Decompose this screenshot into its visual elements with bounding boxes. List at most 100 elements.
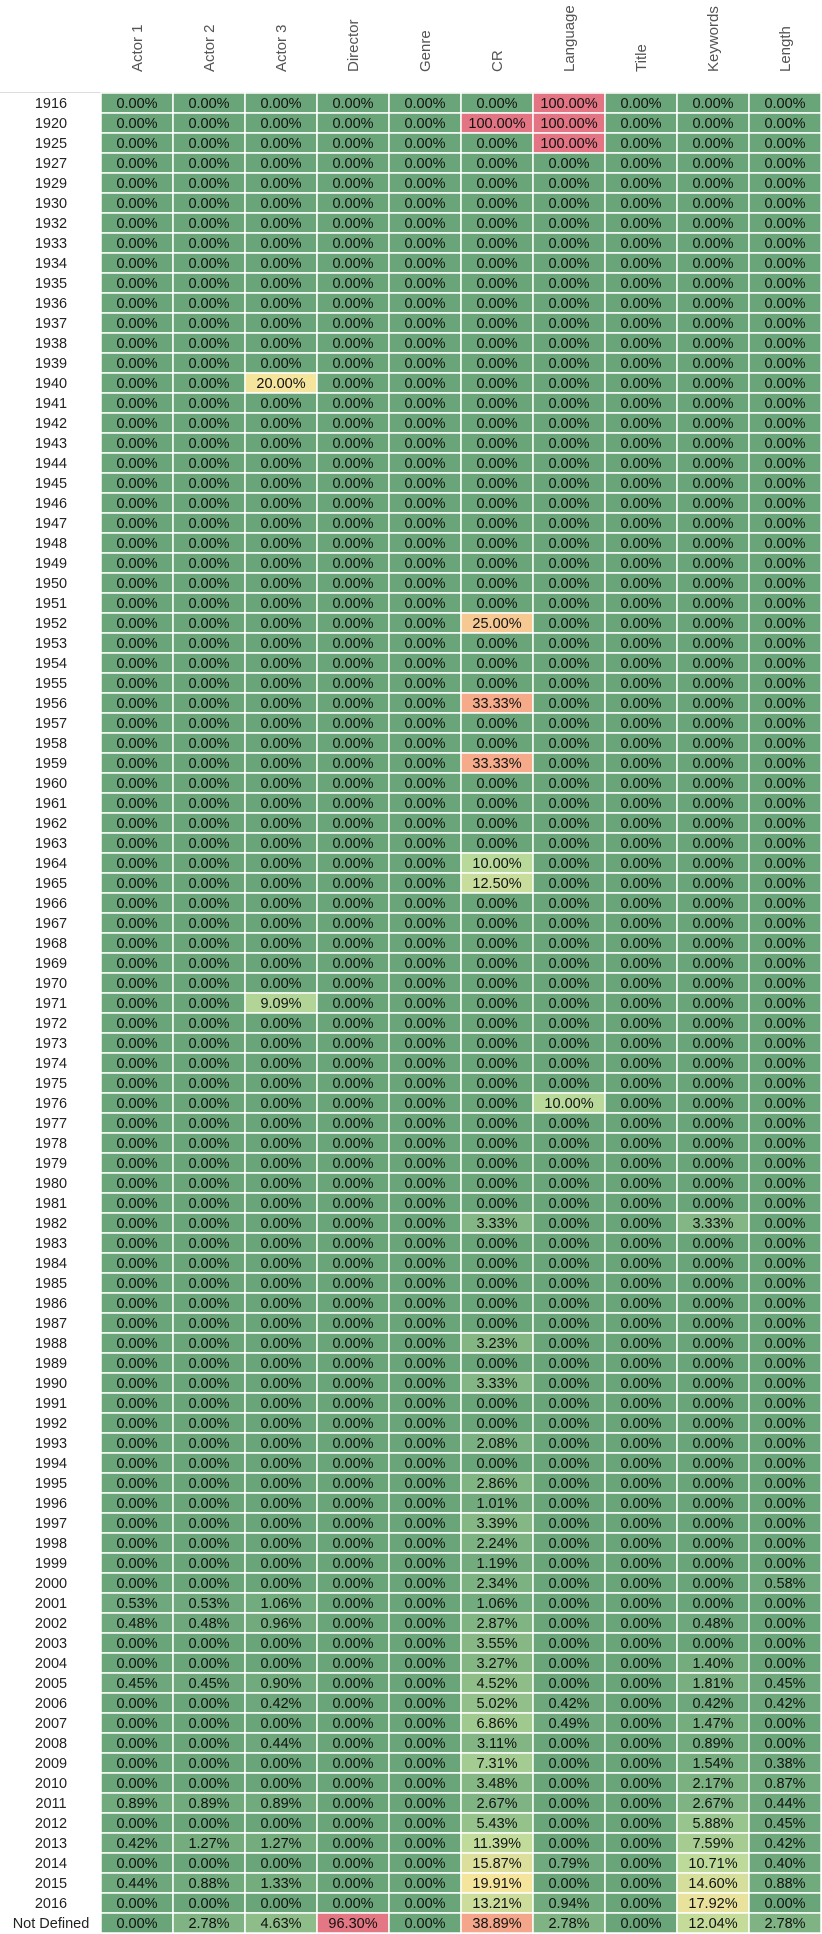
- column-header-language: Language: [561, 5, 578, 72]
- cell-value-label: 0.00%: [692, 176, 733, 192]
- cell-value-label: 0.00%: [188, 216, 229, 232]
- cell-value-label: 0.00%: [116, 1236, 157, 1252]
- cell-value-label: 0.00%: [620, 1856, 661, 1872]
- cell-value-label: 0.00%: [764, 736, 805, 752]
- cell-value-label: 0.00%: [764, 1536, 805, 1552]
- cell-value-label: 0.00%: [188, 1076, 229, 1092]
- cell-value-label: 0.00%: [620, 856, 661, 872]
- cell-value-label: 0.00%: [188, 1176, 229, 1192]
- cell-value-label: 1.33%: [260, 1876, 301, 1892]
- cell-value-label: 0.00%: [188, 1016, 229, 1032]
- cell-value-label: 0.00%: [404, 1016, 445, 1032]
- cell-value-label: 0.00%: [404, 936, 445, 952]
- row-label-2004: 2004: [35, 1656, 67, 1672]
- cell-value-label: 0.00%: [404, 1536, 445, 1552]
- cell-value-label: 0.00%: [476, 216, 517, 232]
- cell-value-label: 0.00%: [620, 1116, 661, 1132]
- cell-value-label: 0.00%: [188, 976, 229, 992]
- cell-value-label: 0.00%: [620, 476, 661, 492]
- row-label-not-defined: Not Defined: [13, 1916, 90, 1932]
- cell-value-label: 0.00%: [692, 876, 733, 892]
- cell-value-label: 0.00%: [404, 596, 445, 612]
- cell-value-label: 3.48%: [476, 1776, 517, 1792]
- row-label-1970: 1970: [35, 976, 67, 992]
- cell-value-label: 100.00%: [540, 136, 597, 152]
- cell-value-label: 0.00%: [332, 896, 373, 912]
- cell-value-label: 0.00%: [692, 356, 733, 372]
- cell-value-label: 0.00%: [548, 1736, 589, 1752]
- cell-value-label: 0.00%: [260, 736, 301, 752]
- cell-value-label: 0.00%: [692, 1116, 733, 1132]
- cell-value-label: 0.00%: [332, 696, 373, 712]
- row-labels: 1916 1920 1925 1927 1929 1930 1932 1933 1934 1935…: [13, 96, 90, 1932]
- cell-value-label: 0.00%: [692, 216, 733, 232]
- cell-value-label: 0.00%: [116, 576, 157, 592]
- cell-value-label: 0.00%: [404, 1716, 445, 1732]
- cell-value-label: 0.00%: [188, 236, 229, 252]
- cell-value-label: 0.00%: [764, 1416, 805, 1432]
- cell-value-label: 0.00%: [692, 1016, 733, 1032]
- cell-value-label: 19.91%: [472, 1876, 521, 1892]
- cell-value-label: 0.00%: [692, 1536, 733, 1552]
- cell-value-label: 0.00%: [260, 1136, 301, 1152]
- cell-value-label: 0.00%: [476, 336, 517, 352]
- cell-value-label: 0.00%: [476, 976, 517, 992]
- cell-value-label: 0.00%: [116, 96, 157, 112]
- cell-value-label: 0.00%: [692, 936, 733, 952]
- cell-value-label: 0.00%: [260, 156, 301, 172]
- heatmap-cells: 0.00% 0.00% 0.00% 0.00% 0.00% 0.00% 100.00% 0.0…: [100, 92, 822, 1934]
- cell-value-label: 0.00%: [332, 496, 373, 512]
- cell-value-label: 0.00%: [548, 856, 589, 872]
- cell-value-label: 0.00%: [332, 556, 373, 572]
- cell-value-label: 0.00%: [188, 1476, 229, 1492]
- cell-value-label: 0.00%: [620, 1256, 661, 1272]
- cell-value-label: 0.00%: [116, 816, 157, 832]
- cell-value-label: 0.00%: [116, 156, 157, 172]
- cell-value-label: 0.00%: [692, 616, 733, 632]
- cell-value-label: 0.00%: [260, 976, 301, 992]
- cell-value-label: 0.00%: [620, 456, 661, 472]
- cell-value-label: 0.00%: [332, 1676, 373, 1692]
- cell-value-label: 0.00%: [692, 736, 733, 752]
- cell-value-label: 0.00%: [404, 676, 445, 692]
- cell-value-label: 0.00%: [188, 396, 229, 412]
- cell-value-label: 0.00%: [620, 136, 661, 152]
- cell-value-label: 0.00%: [548, 1496, 589, 1512]
- cell-value-label: 0.00%: [188, 376, 229, 392]
- cell-value-label: 0.00%: [548, 716, 589, 732]
- cell-value-label: 0.00%: [332, 1076, 373, 1092]
- cell-value-label: 0.00%: [116, 1536, 157, 1552]
- row-label-1950: 1950: [35, 576, 67, 592]
- cell-value-label: 0.79%: [548, 1856, 589, 1872]
- cell-value-label: 0.00%: [260, 1516, 301, 1532]
- row-label-1992: 1992: [35, 1416, 67, 1432]
- cell-value-label: 0.00%: [620, 1076, 661, 1092]
- cell-value-label: 0.00%: [116, 1516, 157, 1532]
- cell-value-label: 0.00%: [404, 756, 445, 772]
- cell-value-label: 0.00%: [548, 676, 589, 692]
- cell-value-label: 0.00%: [548, 336, 589, 352]
- cell-value-label: 3.27%: [476, 1656, 517, 1672]
- row-label-1976: 1976: [35, 1096, 67, 1112]
- cell-value-label: 0.00%: [692, 1556, 733, 1572]
- cell-value-label: 0.00%: [404, 1476, 445, 1492]
- cell-value-label: 0.44%: [260, 1736, 301, 1752]
- cell-value-label: 2.78%: [764, 1916, 805, 1932]
- cell-value-label: 0.00%: [116, 856, 157, 872]
- cell-value-label: 0.00%: [548, 1556, 589, 1572]
- cell-value-label: 0.00%: [620, 796, 661, 812]
- cell-value-label: 0.00%: [764, 796, 805, 812]
- cell-value-label: 0.00%: [260, 516, 301, 532]
- cell-value-label: 0.00%: [188, 916, 229, 932]
- cell-value-label: 0.00%: [476, 1136, 517, 1152]
- cell-value-label: 0.00%: [476, 1276, 517, 1292]
- cell-value-label: 0.00%: [764, 1076, 805, 1092]
- cell-value-label: 0.00%: [332, 1656, 373, 1672]
- cell-value-label: 0.00%: [548, 656, 589, 672]
- cell-value-label: 0.00%: [476, 1456, 517, 1472]
- cell-value-label: 0.00%: [692, 1156, 733, 1172]
- cell-value-label: 0.00%: [404, 436, 445, 452]
- cell-value-label: 10.00%: [544, 1096, 593, 1112]
- cell-value-label: 0.00%: [332, 1396, 373, 1412]
